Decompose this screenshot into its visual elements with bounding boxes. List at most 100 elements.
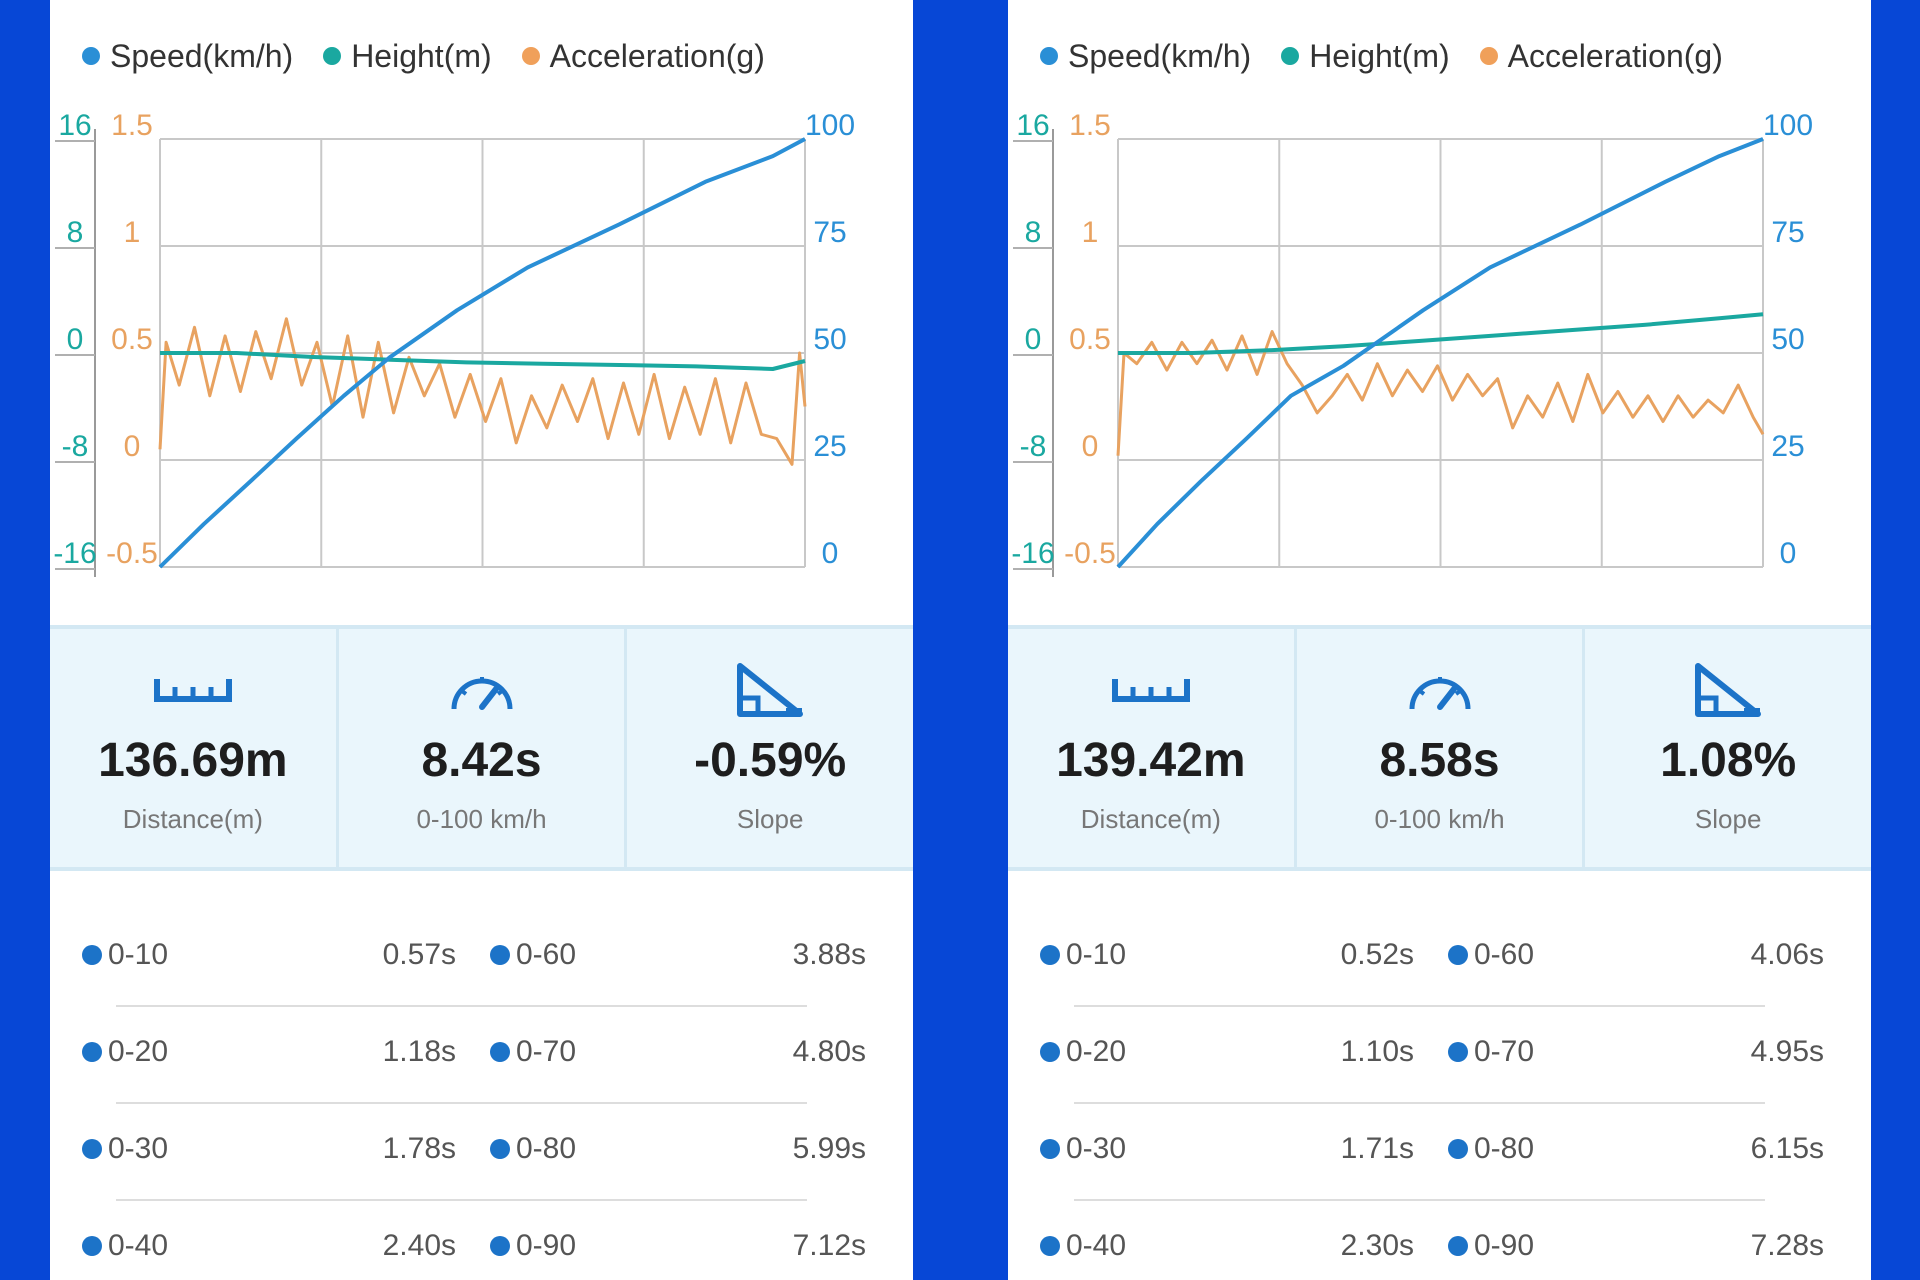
legend-dot-height: [323, 47, 342, 65]
result-panel-right: Speed(km/h) Height(m) Acceleration(g) 16…: [1008, 0, 1871, 1280]
split-range: 0-20: [108, 1035, 169, 1068]
speed-tick-label: 25: [1771, 430, 1804, 463]
stat-distance-label: Distance(m): [122, 804, 263, 834]
legend-label-speed: Speed(km/h): [1068, 37, 1252, 74]
speed-tick-label: 0: [822, 537, 839, 570]
split-range: 0-30: [108, 1132, 169, 1165]
stat-slope: 1.08% Slope: [1585, 629, 1871, 867]
ruler-icon: [1111, 657, 1191, 723]
split-time: 2.40s: [382, 1229, 456, 1262]
legend-item-acceleration[interactable]: Acceleration(g): [1479, 37, 1723, 75]
split-range: 0-60: [1474, 938, 1535, 971]
height-tick-label: -8: [62, 430, 89, 463]
split-time: 3.88s: [792, 938, 866, 971]
split-dot: [490, 1139, 510, 1159]
result-row: 0-40 2.30s 0-90 7.28s: [1008, 1201, 1871, 1280]
speedometer-icon: [448, 657, 516, 723]
speed-split-list: 0-10 0.52s 0-60 4.06s 0-20 1.10s 0-70 4.…: [1008, 910, 1871, 1280]
split-dot: [490, 1042, 510, 1062]
acceleration-tick-label: 0.5: [111, 323, 153, 356]
speed-tick-label: 0: [1780, 537, 1797, 570]
split-dot: [1040, 945, 1060, 965]
stat-time-value: 8.42s: [421, 734, 542, 787]
split-label: 0-30: [1040, 1132, 1126, 1166]
result-row: 0-20 1.18s 0-70 4.80s: [50, 1007, 913, 1104]
stat-time: 8.58s 0-100 km/h: [1297, 629, 1586, 867]
height-tick-label: -16: [53, 537, 96, 570]
stat-distance: 139.42m Distance(m): [1008, 629, 1297, 867]
split-time: 6.15s: [1750, 1132, 1824, 1165]
stat-time-value: 8.58s: [1379, 734, 1500, 787]
split-label: 0-60: [1448, 938, 1534, 972]
split-label: 0-90: [490, 1229, 576, 1263]
legend-dot-speed: [82, 47, 100, 65]
split-range: 0-40: [108, 1229, 169, 1262]
speed-tick-label: 50: [813, 323, 846, 356]
legend-item-height[interactable]: Height(m): [323, 38, 492, 75]
speed-tick-label: 50: [1771, 323, 1804, 356]
split-label: 0-40: [1040, 1229, 1126, 1263]
split-range: 0-40: [1066, 1229, 1127, 1262]
split-range: 0-90: [1474, 1229, 1535, 1262]
stat-slope-label: Slope: [736, 804, 804, 834]
legend-item-speed[interactable]: Speed(km/h): [1040, 38, 1251, 75]
split-time: 4.06s: [1750, 938, 1824, 971]
height-tick-label: -8: [1020, 430, 1047, 463]
height-tick-label: 0: [67, 323, 84, 356]
split-range: 0-10: [1066, 938, 1127, 971]
split-range: 0-70: [1474, 1035, 1535, 1068]
performance-chart: 16 8 0 -8 -16 1.5 1 0.5 0 -0.5 100 75 50 25 0: [1011, 109, 1813, 577]
split-dot: [82, 945, 102, 965]
legend-label-height: Height(m): [1309, 37, 1450, 74]
legend-label-speed: Speed(km/h): [110, 37, 294, 74]
split-label: 0-70: [490, 1035, 576, 1069]
legend-label-acceleration: Acceleration(g): [1507, 37, 1723, 74]
acceleration-tick-label: 0: [1082, 430, 1099, 463]
acceleration-tick-label: 1: [124, 216, 141, 249]
split-label: 0-20: [82, 1035, 168, 1069]
result-row: 0-40 2.40s 0-90 7.12s: [50, 1201, 913, 1280]
split-time: 7.28s: [1750, 1229, 1824, 1262]
split-range: 0-80: [1474, 1132, 1535, 1165]
height-tick-label: 8: [67, 216, 84, 249]
split-range: 0-20: [1066, 1035, 1127, 1068]
split-time: 4.80s: [792, 1035, 866, 1068]
result-row: 0-10 0.57s 0-60 3.88s: [50, 910, 913, 1007]
split-range: 0-80: [516, 1132, 577, 1165]
split-label: 0-60: [490, 938, 576, 972]
acceleration-tick-label: 1.5: [1069, 109, 1111, 142]
acceleration-tick-label: 1: [1082, 216, 1099, 249]
split-time: 1.71s: [1340, 1132, 1414, 1165]
acceleration-tick-label: 0.5: [1069, 323, 1111, 356]
split-range: 0-70: [516, 1035, 577, 1068]
legend-item-speed[interactable]: Speed(km/h): [82, 38, 293, 75]
result-row: 0-20 1.10s 0-70 4.95s: [1008, 1007, 1871, 1104]
split-label: 0-90: [1448, 1229, 1534, 1263]
result-row: 0-30 1.78s 0-80 5.99s: [50, 1104, 913, 1201]
stat-time: 8.42s 0-100 km/h: [339, 629, 628, 867]
acceleration-tick-label: -0.5: [1064, 537, 1116, 570]
split-label: 0-80: [490, 1132, 576, 1166]
split-time: 2.30s: [1340, 1229, 1414, 1262]
split-label: 0-80: [1448, 1132, 1534, 1166]
split-dot: [1448, 1236, 1468, 1256]
result-row: 0-10 0.52s 0-60 4.06s: [1008, 910, 1871, 1007]
split-label: 0-10: [82, 938, 168, 972]
split-range: 0-10: [108, 938, 169, 971]
split-dot: [490, 1236, 510, 1256]
split-time: 4.95s: [1750, 1035, 1824, 1068]
slope-icon: [1692, 657, 1764, 723]
height-tick-label: 16: [1016, 109, 1049, 142]
height-tick-label: 0: [1025, 323, 1042, 356]
speed-tick-label: 100: [805, 109, 855, 142]
split-time: 0.52s: [1340, 938, 1414, 971]
stat-distance-value: 136.69m: [98, 734, 288, 787]
stat-slope-value: 1.08%: [1660, 734, 1797, 787]
acceleration-tick-label: 0: [124, 430, 141, 463]
stat-slope: -0.59% Slope: [627, 629, 913, 867]
legend-item-acceleration[interactable]: Acceleration(g): [521, 38, 765, 75]
split-label: 0-20: [1040, 1035, 1126, 1069]
height-tick-label: 8: [1025, 216, 1042, 249]
legend-item-height[interactable]: Height(m): [1281, 37, 1450, 75]
split-label: 0-10: [1040, 938, 1126, 972]
